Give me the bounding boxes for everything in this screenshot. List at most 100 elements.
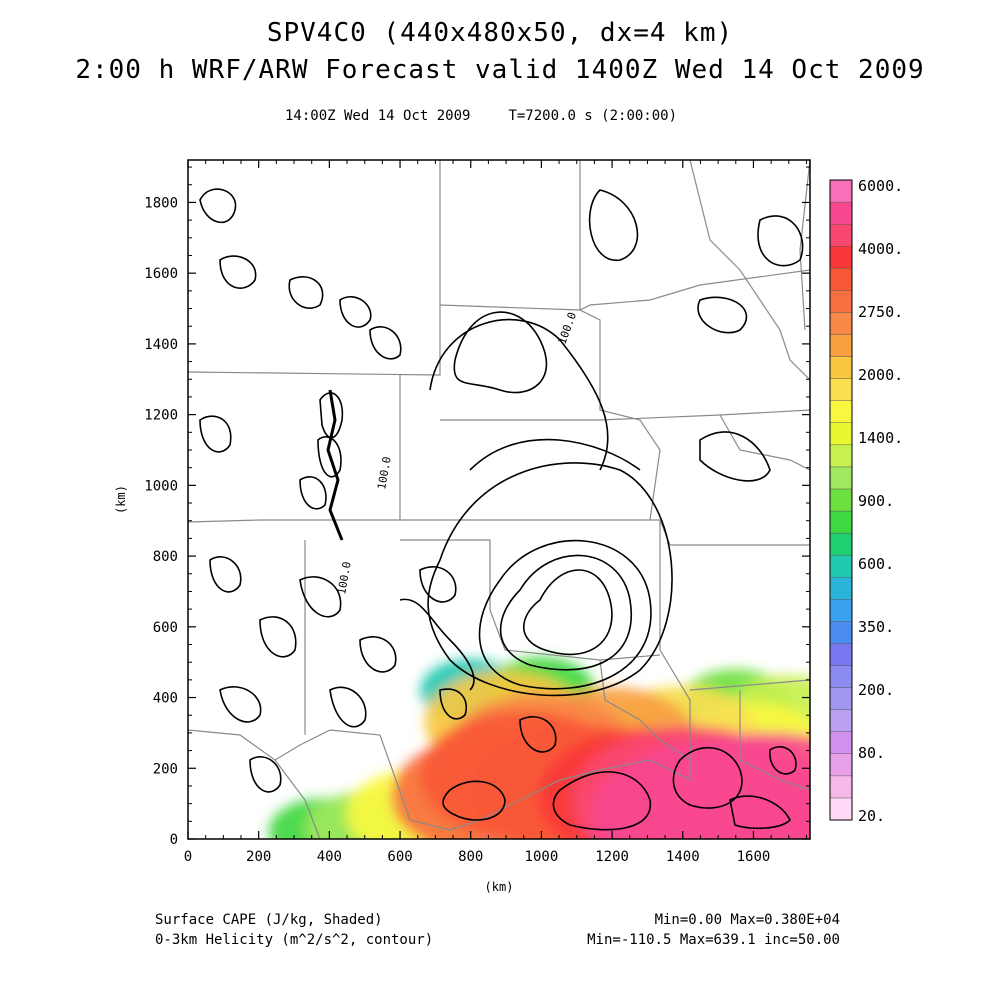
y-tick-label: 1600 [144, 266, 178, 282]
helicity-contour [427, 462, 673, 697]
colorbar-swatch [829, 201, 853, 225]
colorbar-swatch [829, 709, 853, 732]
helicity-contour [219, 255, 257, 289]
field2-stats: Min=-110.5 Max=639.1 inc=50.00 [587, 932, 840, 948]
x-tick-label: 1200 [595, 849, 629, 865]
field1-stats: Min=0.00 Max=0.380E+04 [654, 912, 840, 928]
colorbar-swatch [829, 223, 853, 247]
helicity-contour [757, 215, 804, 267]
helicity-contour [588, 189, 639, 261]
colorbar-label: 20. [858, 807, 885, 825]
colorbar-swatch [829, 466, 853, 490]
helicity-contours: 100.0 100.0 100.0 [199, 188, 804, 831]
colorbar-swatch [829, 665, 853, 688]
colorbar-swatch [829, 246, 853, 269]
colorbar-label: 200. [858, 681, 894, 699]
colorbar-label: 1400. [858, 429, 903, 447]
x-tick-label: 400 [317, 849, 342, 865]
helicity-contour [219, 686, 262, 723]
y-tick-label: 200 [153, 761, 178, 777]
helicity-contour [209, 556, 242, 593]
contour-label: 100.0 [375, 456, 394, 491]
contour-label: 100.0 [335, 561, 354, 596]
helicity-contour [249, 756, 282, 793]
colorbar-swatch [829, 621, 853, 644]
helicity-contour [288, 276, 324, 309]
colorbar-swatch [829, 532, 853, 556]
field1-label: Surface CAPE (J/kg, Shaded) [155, 912, 383, 928]
helicity-contour [259, 616, 297, 658]
colorbar-label: 6000. [858, 177, 903, 195]
y-tick-label: 400 [153, 691, 178, 707]
colorbar-frame [829, 179, 853, 821]
y-tick-label: 800 [153, 549, 178, 565]
cape-blob [589, 737, 810, 839]
time-info: 14:00Z Wed 14 Oct 2009 T=7200.0 s (2:00:0… [285, 108, 715, 124]
colorbar-swatch [829, 753, 853, 777]
field2-label: 0-3km Helicity (m^2/s^2, contour) [155, 932, 434, 948]
helicity-contour [399, 598, 475, 691]
helicity-contour [453, 311, 548, 394]
plot-frame [187, 159, 811, 840]
valid-time: 14:00Z Wed 14 Oct 2009 [285, 108, 471, 124]
helicity-contour [359, 636, 397, 673]
colorbar-swatch [829, 400, 853, 423]
y-tick-label: 1200 [144, 408, 178, 424]
colorbar-swatch [829, 422, 853, 446]
colorbar-swatch [829, 290, 853, 313]
helicity-contour [299, 576, 342, 618]
colorbar-swatch [829, 797, 853, 821]
helicity-contour [339, 296, 372, 328]
chart-subtitle: 2:00 h WRF/ARW Forecast valid 1400Z Wed … [75, 55, 925, 85]
helicity-contour [326, 389, 344, 541]
colorbar-swatch [829, 268, 853, 291]
x-tick-label: 0 [184, 849, 192, 865]
colorbar-label: 600. [858, 555, 894, 573]
helicity-contour [478, 539, 652, 690]
colorbar-swatch [829, 312, 853, 335]
colorbar-swatch [829, 731, 853, 754]
helicity-contour [699, 431, 771, 482]
colorbar-label: 350. [858, 618, 894, 636]
colorbar-swatch [829, 488, 853, 512]
colorbar-swatch [829, 577, 853, 600]
x-tick-label: 1000 [525, 849, 559, 865]
helicity-contour [329, 686, 367, 728]
colorbar-swatch [829, 356, 853, 379]
colorbar-swatch [829, 179, 853, 203]
helicity-contour [522, 569, 613, 656]
helicity-contour [199, 188, 237, 224]
y-tick-label: 1400 [144, 337, 178, 353]
integration-time: T=7200.0 s (2:00:00) [508, 108, 678, 124]
helicity-contour [442, 780, 506, 821]
axis-ticks: 0 200 400 600 800 1000 1200 1400 1600 0 200 400 600 8… [114, 160, 810, 894]
y-axis-label: (km) [114, 485, 128, 514]
helicity-contour [299, 476, 327, 510]
colorbar-swatch [829, 334, 853, 357]
helicity-contour [419, 566, 457, 603]
colorbar-label: 900. [858, 492, 894, 510]
chart-title: SPV4C0 (440x480x50, dx=4 km) [266, 18, 734, 48]
x-tick-label: 1600 [737, 849, 771, 865]
helicity-contour [769, 746, 797, 775]
helicity-contour [469, 438, 641, 471]
colorbar-swatch [829, 510, 853, 534]
colorbar: 20. 80. 200. 350. 600. 900. 1400. 2000. 2750. 400… [829, 177, 903, 825]
contour-label: 100.0 [556, 310, 580, 346]
colorbar-swatch [829, 378, 853, 401]
helicity-contour [552, 771, 651, 831]
y-tick-label: 600 [153, 620, 178, 636]
helicity-contour [519, 716, 557, 753]
y-tick-label: 0 [170, 832, 178, 848]
colorbar-swatch [829, 775, 853, 799]
colorbar-swatch [829, 444, 853, 468]
y-tick-label: 1800 [144, 195, 178, 211]
x-axis-label: (km) [485, 880, 514, 894]
x-tick-label: 200 [246, 849, 271, 865]
helicity-contour [729, 795, 791, 830]
x-tick-label: 1400 [666, 849, 700, 865]
helicity-contour [369, 326, 402, 360]
colorbar-label: 4000. [858, 240, 903, 258]
colorbar-label: 2750. [858, 303, 903, 321]
